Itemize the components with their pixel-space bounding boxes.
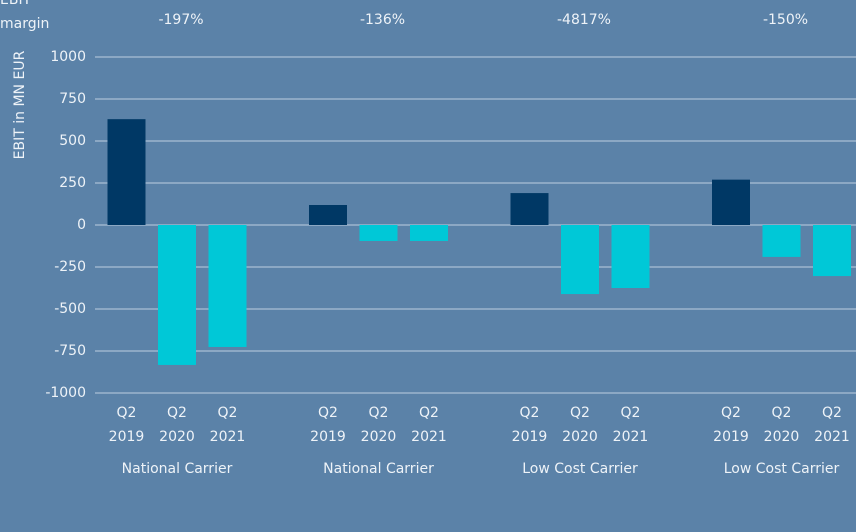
y-tick-label: 750 bbox=[59, 91, 86, 107]
margin-value: -4817% bbox=[557, 12, 611, 28]
bar bbox=[107, 119, 146, 225]
x-tick-label: Q2 2021 bbox=[411, 405, 447, 445]
x-tick-label: Q2 2021 bbox=[612, 405, 649, 445]
margin-label: EBIT margin bbox=[0, 0, 50, 32]
y-tick-label: 500 bbox=[59, 133, 86, 149]
y-tick-label: 250 bbox=[59, 175, 86, 191]
bar bbox=[309, 205, 347, 225]
x-tick-label: Q2 2020 bbox=[763, 405, 800, 445]
group-label: Low Cost Carrier bbox=[723, 461, 840, 477]
x-tick-label: Q2 2020 bbox=[360, 405, 397, 445]
y-tick-label: -1000 bbox=[45, 385, 86, 401]
y-tick-label: 0 bbox=[77, 217, 86, 233]
group-label: Low Cost Carrier bbox=[522, 461, 638, 477]
bar bbox=[359, 225, 398, 241]
bar bbox=[561, 225, 599, 295]
bar bbox=[158, 225, 196, 365]
x-tick-label: Q2 2019 bbox=[511, 405, 548, 445]
bar bbox=[208, 225, 247, 347]
x-tick-label: Q2 2021 bbox=[814, 405, 850, 445]
x-tick-label: Q2 2020 bbox=[562, 405, 598, 445]
x-tick-label: Q2 2021 bbox=[209, 405, 246, 445]
y-tick-label: -500 bbox=[54, 301, 86, 317]
margin-value: -150% bbox=[762, 12, 809, 28]
x-tick-label: Q2 2019 bbox=[713, 405, 749, 445]
margin-value: -136% bbox=[359, 12, 406, 28]
bar bbox=[762, 225, 801, 257]
bar bbox=[712, 179, 750, 225]
bar bbox=[611, 225, 650, 288]
y-axis-title: EBIT in MN EUR bbox=[12, 50, 28, 159]
x-tick-label: Q2 2019 bbox=[310, 405, 346, 445]
y-tick-label: -750 bbox=[54, 343, 86, 359]
margin-value: -197% bbox=[158, 12, 204, 28]
x-tick-label: Q2 2020 bbox=[159, 405, 195, 445]
bar bbox=[510, 193, 549, 225]
group-label: National Carrier bbox=[323, 461, 434, 477]
y-tick-label: 1000 bbox=[50, 49, 86, 65]
bar bbox=[410, 225, 448, 241]
y-tick-label: -250 bbox=[54, 259, 86, 275]
x-tick-label: Q2 2019 bbox=[108, 405, 145, 445]
group-label: National Carrier bbox=[121, 461, 233, 477]
bar bbox=[813, 225, 851, 277]
